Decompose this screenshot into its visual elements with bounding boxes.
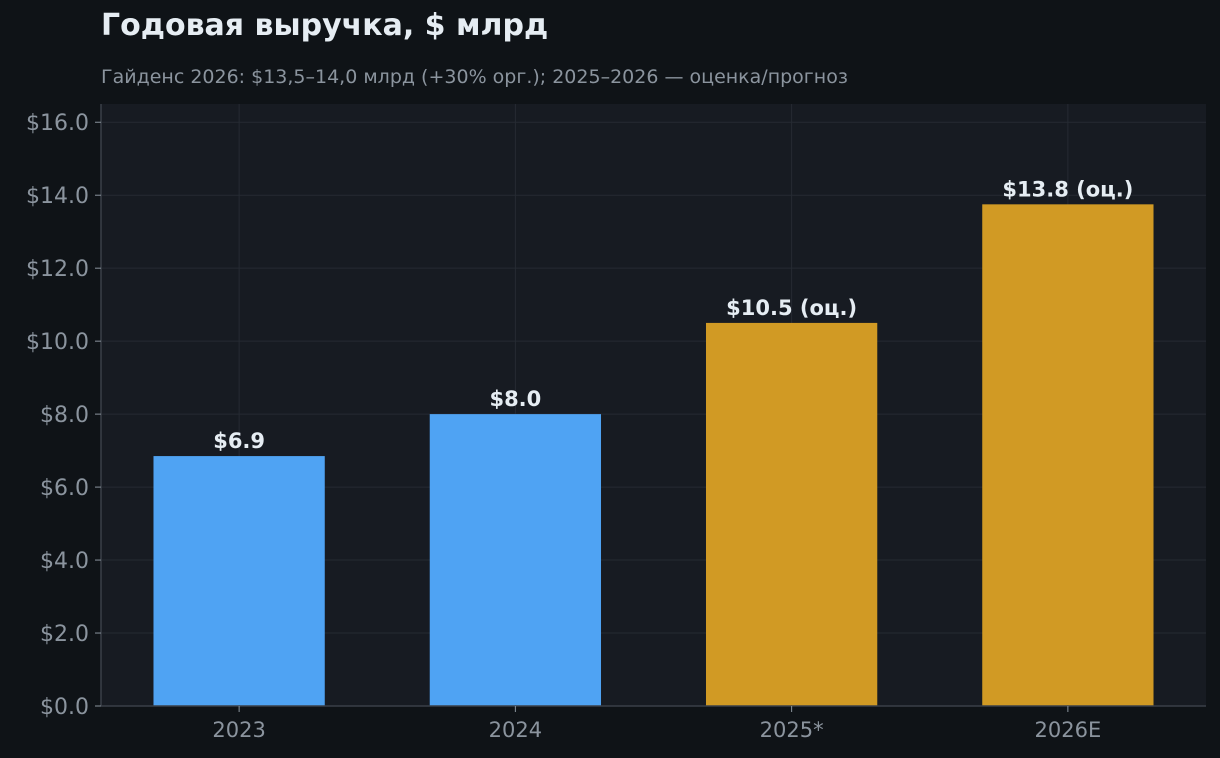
y-tick-label: $12.0 xyxy=(26,257,89,282)
y-tick-label: $16.0 xyxy=(26,111,89,136)
y-tick-label: $2.0 xyxy=(40,622,89,647)
y-tick-label: $4.0 xyxy=(40,549,89,574)
bar-2024 xyxy=(429,414,602,706)
data-label: $10.5 (оц.) xyxy=(726,296,857,320)
x-tick-label: 2026E xyxy=(1035,718,1102,742)
x-tick-label: 2023 xyxy=(212,718,265,742)
x-tick-label: 2025* xyxy=(760,718,824,742)
y-tick-label: $8.0 xyxy=(40,403,89,428)
data-label: $8.0 xyxy=(489,387,541,411)
chart-subtitle: Гайденс 2026: $13,5–14,0 млрд (+30% орг.… xyxy=(101,66,848,88)
data-label: $13.8 (оц.) xyxy=(1002,177,1133,201)
y-tick-label: $10.0 xyxy=(26,330,89,355)
bar-2026e xyxy=(982,204,1154,707)
bar-2025 xyxy=(705,322,878,706)
bar-2023 xyxy=(153,456,325,706)
data-label: $6.9 xyxy=(213,429,265,453)
y-tick-label: $14.0 xyxy=(26,184,89,209)
y-tick-label: $0.0 xyxy=(40,695,89,720)
y-tick-label: $6.0 xyxy=(40,476,89,501)
chart-title: Годовая выручка, $ млрд xyxy=(101,8,549,43)
x-tick-label: 2024 xyxy=(489,718,542,742)
